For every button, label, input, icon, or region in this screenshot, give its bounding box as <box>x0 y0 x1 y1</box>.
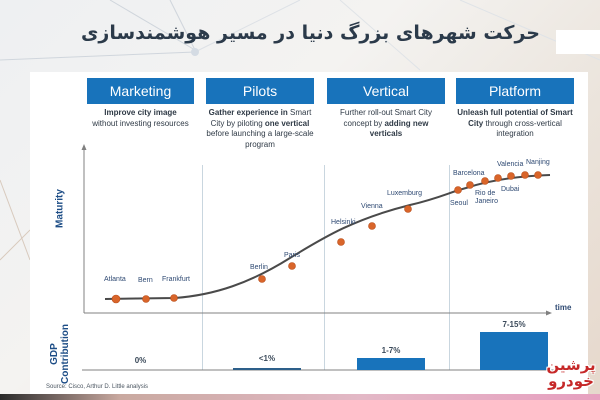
stage-desc-text: Further roll-out Smart City concept by <box>339 108 433 128</box>
source-note: Source: Cisco, Arthur D. Little analysis <box>46 384 149 390</box>
stage-desc-bold: Unleash full potential of Smart City <box>457 108 573 128</box>
x-axis-label-time: time <box>555 303 572 312</box>
stage-desc-marketing: Improve city image without investing res… <box>87 108 194 129</box>
stage-header-pilots: Pilots <box>206 78 314 104</box>
stage-desc-text: without investing resources <box>92 118 189 128</box>
gdp-label-vertical: 1-7% <box>381 346 401 355</box>
stage-desc-platform: Unleash full potential of Smart City thr… <box>456 108 574 140</box>
stage-divider <box>202 165 203 370</box>
gdp-bar-vertical <box>357 358 425 370</box>
stage-divider <box>449 165 450 370</box>
y-axis-label-maturity: Maturity <box>54 189 66 228</box>
city-label: Vienna <box>361 203 383 210</box>
city-label: Bern <box>138 277 153 284</box>
y-axis-label-gdp: GDP Contribution <box>49 319 71 389</box>
stage-desc-pilots: Gather experience in Smart City by pilot… <box>206 108 314 150</box>
y-axis-arrow-icon <box>81 144 87 150</box>
title-highlight-box <box>556 30 600 54</box>
watermark-logo: پرشین خودرو <box>546 356 596 390</box>
stage-desc-bold: Improve city image <box>104 108 177 117</box>
gdp-bar-pilots <box>233 368 301 370</box>
city-label: Helsinki <box>331 219 356 226</box>
stage-desc-text: before launching a large-scale program <box>206 129 314 149</box>
city-label: Nanjing <box>526 159 550 166</box>
city-label: Berlin <box>250 264 268 271</box>
gdp-label-platform: 7-15% <box>502 320 526 329</box>
city-label: Valencia <box>497 161 524 168</box>
stage-header-platform: Platform <box>456 78 574 104</box>
stage-desc-vertical: Further roll-out Smart City concept by a… <box>327 108 445 140</box>
city-label: Frankfurt <box>162 276 191 283</box>
y-label-line: GDP <box>49 343 60 365</box>
gdp-label-marketing: 0% <box>134 356 147 365</box>
city-label: Atlanta <box>104 276 126 283</box>
city-label: Dubai <box>501 186 520 193</box>
city-markers <box>111 171 542 304</box>
city-label: Luxemburg <box>387 190 423 197</box>
y-label-line: Contribution <box>60 324 71 384</box>
stage-desc-text: Smart City by piloting <box>210 108 312 128</box>
stage-desc-bold: Gather experience in <box>208 108 288 117</box>
stage-desc-bold: adding new verticals <box>369 118 429 139</box>
page-title: حرکت شهرهای بزرگ دنیا در مسیر هوشمندسازی <box>80 22 540 44</box>
city-label: Barcelona <box>453 170 485 177</box>
gdp-label-pilots: <1% <box>258 354 276 363</box>
stage-header-marketing: Marketing <box>87 78 194 104</box>
x-axis-arrow-icon <box>546 310 552 316</box>
city-label: Seoul <box>450 200 468 207</box>
bottom-decorative-strip <box>0 394 600 400</box>
stage-desc-bold: one vertical <box>264 118 310 128</box>
stage-desc-text: through cross-vertical integration <box>485 118 562 139</box>
city-label: Paris <box>284 252 300 259</box>
city-label: Rio de Janeiro <box>475 190 498 205</box>
gdp-bar-platform <box>480 332 548 370</box>
stage-header-vertical: Vertical <box>327 78 445 104</box>
stage-divider <box>324 165 325 370</box>
